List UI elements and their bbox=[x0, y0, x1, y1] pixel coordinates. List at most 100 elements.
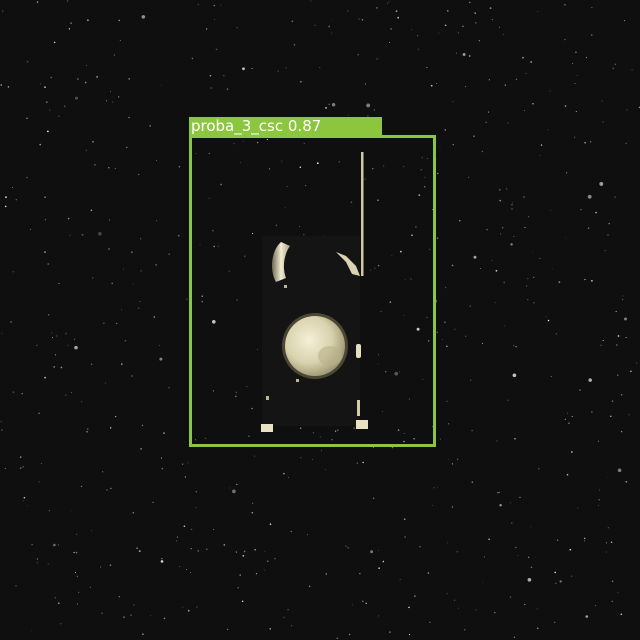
star bbox=[584, 540, 586, 542]
star bbox=[523, 196, 525, 198]
star bbox=[283, 616, 285, 618]
star bbox=[228, 270, 230, 272]
star bbox=[123, 616, 125, 618]
star bbox=[220, 4, 222, 6]
star bbox=[402, 165, 405, 168]
star bbox=[350, 201, 353, 204]
star bbox=[437, 172, 439, 175]
star bbox=[587, 194, 592, 199]
star bbox=[199, 244, 201, 246]
star bbox=[420, 169, 422, 171]
star bbox=[605, 542, 608, 544]
detection-label-background bbox=[189, 117, 382, 136]
star bbox=[300, 427, 302, 429]
star bbox=[57, 544, 60, 546]
star bbox=[389, 301, 392, 303]
star bbox=[378, 549, 379, 551]
spacecraft-leg-right bbox=[357, 400, 360, 416]
star bbox=[109, 564, 112, 567]
star bbox=[554, 571, 557, 574]
star bbox=[506, 188, 508, 190]
star bbox=[90, 209, 93, 211]
star bbox=[564, 3, 566, 6]
star bbox=[494, 611, 496, 614]
star bbox=[458, 607, 459, 609]
star bbox=[12, 391, 15, 393]
star bbox=[38, 412, 40, 414]
spacecraft-fitting bbox=[284, 285, 287, 288]
star bbox=[380, 310, 382, 312]
star bbox=[51, 336, 54, 339]
star bbox=[497, 492, 499, 494]
star bbox=[362, 461, 364, 464]
star bbox=[124, 339, 127, 342]
star bbox=[625, 337, 627, 338]
star bbox=[418, 194, 421, 197]
star bbox=[240, 162, 242, 164]
star bbox=[524, 226, 526, 229]
star bbox=[533, 302, 535, 304]
star bbox=[160, 560, 164, 563]
star bbox=[488, 79, 490, 81]
star bbox=[536, 627, 539, 630]
star bbox=[549, 90, 551, 92]
star bbox=[473, 255, 477, 259]
star bbox=[441, 338, 444, 341]
star bbox=[31, 543, 33, 546]
star bbox=[235, 395, 237, 398]
spacecraft-fitting bbox=[266, 396, 269, 400]
star bbox=[208, 197, 210, 199]
star bbox=[44, 196, 46, 199]
star bbox=[600, 344, 602, 347]
star bbox=[328, 103, 330, 106]
star bbox=[574, 83, 576, 85]
star bbox=[74, 345, 78, 350]
star bbox=[195, 507, 197, 509]
star bbox=[636, 362, 638, 364]
star bbox=[168, 387, 170, 389]
star bbox=[299, 226, 301, 227]
star bbox=[325, 573, 328, 575]
star bbox=[513, 344, 515, 347]
star bbox=[108, 219, 111, 221]
star bbox=[182, 606, 184, 608]
star bbox=[63, 105, 66, 108]
star bbox=[242, 140, 244, 142]
star bbox=[547, 129, 549, 131]
star bbox=[86, 430, 88, 433]
star bbox=[620, 430, 623, 433]
star bbox=[595, 211, 597, 214]
star bbox=[370, 550, 374, 554]
star bbox=[367, 115, 369, 117]
star bbox=[624, 317, 627, 321]
star bbox=[444, 24, 447, 26]
star bbox=[89, 586, 91, 588]
star bbox=[201, 301, 203, 303]
star bbox=[140, 448, 142, 450]
star bbox=[214, 19, 216, 20]
star bbox=[452, 143, 455, 146]
star bbox=[92, 277, 94, 279]
star bbox=[26, 504, 28, 506]
star bbox=[522, 56, 524, 59]
star bbox=[585, 615, 589, 618]
star bbox=[495, 269, 498, 272]
spacecraft-foot-left bbox=[261, 424, 273, 432]
star bbox=[545, 316, 547, 317]
star bbox=[347, 547, 349, 549]
star bbox=[293, 44, 296, 46]
star bbox=[212, 390, 215, 392]
star bbox=[454, 328, 456, 331]
star bbox=[175, 540, 178, 542]
star bbox=[502, 33, 504, 36]
star bbox=[527, 577, 532, 582]
star bbox=[464, 86, 467, 88]
star bbox=[385, 371, 387, 373]
star bbox=[370, 269, 372, 271]
star bbox=[456, 551, 458, 553]
star bbox=[421, 157, 423, 159]
star bbox=[115, 322, 118, 325]
star bbox=[358, 18, 360, 20]
star bbox=[469, 305, 471, 307]
